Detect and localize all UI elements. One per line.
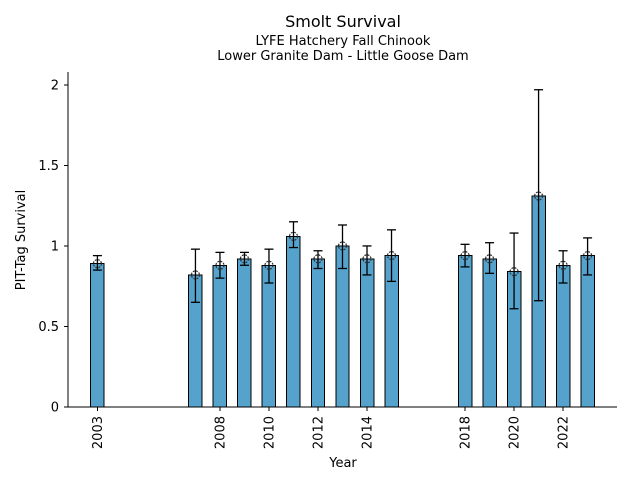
bars-group <box>90 195 595 408</box>
bar-2010 <box>261 264 277 408</box>
point-marker-2020 <box>509 267 519 277</box>
bar-2019 <box>482 258 497 408</box>
x-tick-label-2003: 2003 <box>91 416 106 449</box>
y-tick-label-1: 1 <box>51 239 59 254</box>
x-tick-label-2020: 2020 <box>508 416 523 449</box>
x-tick-label-2014: 2014 <box>361 416 376 449</box>
point-marker-2013 <box>337 241 348 251</box>
point-marker-2009 <box>239 254 250 264</box>
y-tick-label-0.5: 0.5 <box>38 320 59 335</box>
x-tick-label-2022: 2022 <box>557 416 572 449</box>
y-ticks-group: 0 0.5 1 1.5 2 <box>38 78 68 416</box>
point-marker-2010 <box>264 260 274 270</box>
bar-2013 <box>335 245 350 408</box>
x-ticks-group: 2003 2008 2010 2012 2014 2018 2020 2022 <box>91 407 572 449</box>
bar-2023 <box>580 255 595 408</box>
point-marker-2018 <box>460 251 470 261</box>
bar-2022 <box>555 264 571 408</box>
bar-2018 <box>457 255 473 408</box>
chart-subtitle-line2: Lower Granite Dam - Little Goose Dam <box>217 49 468 64</box>
point-marker-2011 <box>288 231 299 241</box>
point-marker-2023 <box>582 251 593 261</box>
point-marker-2007 <box>190 270 201 280</box>
bar-2009 <box>237 258 252 408</box>
y-tick-label-1.5: 1.5 <box>38 159 59 174</box>
chart-subtitle-line1: LYFE Hatchery Fall Chinook <box>256 34 431 49</box>
bar-2014 <box>359 258 375 408</box>
bar-2012 <box>310 258 326 408</box>
point-marker-2019 <box>484 254 495 264</box>
chart-title: Smolt Survival <box>285 12 401 31</box>
point-marker-2014 <box>362 254 372 264</box>
spines-group <box>67 72 617 408</box>
markers-group <box>92 191 593 280</box>
point-marker-2022 <box>558 260 568 270</box>
point-marker-2015 <box>386 251 397 261</box>
point-marker-2008 <box>215 260 225 270</box>
point-marker-2012 <box>313 254 323 264</box>
x-tick-label-2012: 2012 <box>311 416 326 449</box>
x-tick-label-2008: 2008 <box>213 416 228 449</box>
y-tick-label-0: 0 <box>51 401 59 416</box>
x-axis-label: Year <box>328 456 357 471</box>
y-tick-label-2: 2 <box>51 78 59 93</box>
point-marker-2021 <box>533 191 544 201</box>
bar-2003 <box>90 263 105 408</box>
x-tick-label-2018: 2018 <box>459 416 474 449</box>
bar-2008 <box>212 264 228 408</box>
bar-2011 <box>286 235 301 408</box>
error-bars-group <box>92 89 593 310</box>
x-tick-label-2010: 2010 <box>262 416 277 449</box>
point-marker-2003 <box>92 259 103 269</box>
y-axis-label: PIT-Tag Survival <box>14 190 29 290</box>
